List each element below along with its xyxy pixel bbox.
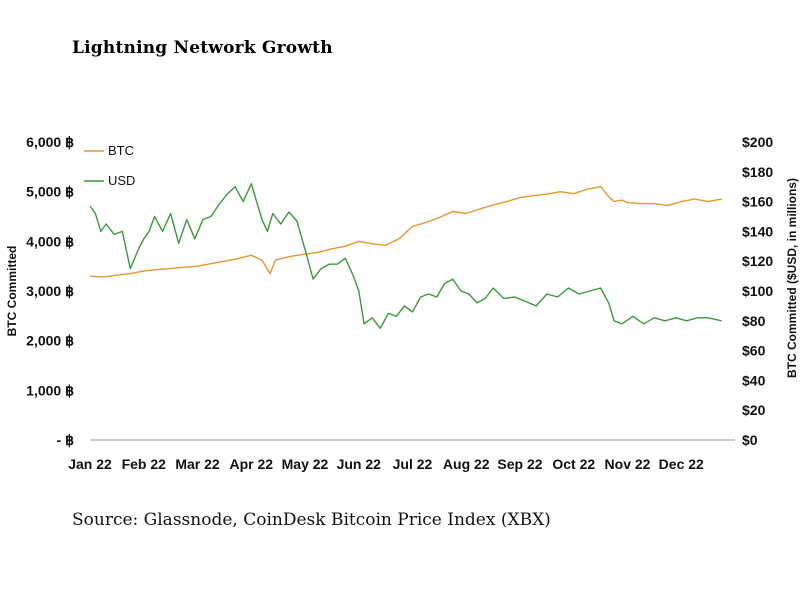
chart-title: Lightning Network Growth <box>72 38 333 58</box>
x-tick-label: Feb 22 <box>122 456 167 472</box>
y-left-tick-label: 6,000 ฿ <box>26 134 74 150</box>
y-left-tick-label: 2,000 ฿ <box>26 333 74 349</box>
x-tick-label: Sep 22 <box>497 456 542 472</box>
x-tick-label: Jun 22 <box>337 456 382 472</box>
x-tick-label: Apr 22 <box>229 456 273 472</box>
y-left-axis-label: BTC Committed <box>5 246 19 337</box>
x-tick-label: Aug 22 <box>443 456 490 472</box>
x-tick-label: Dec 22 <box>659 456 704 472</box>
x-tick-label: Jan 22 <box>68 456 112 472</box>
x-tick-label: Oct 22 <box>552 456 595 472</box>
series-line-usd <box>89 182 722 329</box>
legend-label-btc: BTC <box>108 143 134 158</box>
y-right-tick-label: $60 <box>742 343 766 359</box>
legend-label-usd: USD <box>108 173 135 188</box>
y-right-tick-label: $40 <box>742 372 766 388</box>
y-right-tick-label: $140 <box>742 223 773 239</box>
x-tick-label: May 22 <box>282 456 329 472</box>
y-left-tick-label: - ฿ <box>57 432 75 448</box>
y-right-axis-label: BTC Committed ($USD, in millions) <box>785 178 799 378</box>
legend: BTC USD <box>84 143 135 188</box>
y-left-tick-label: 5,000 ฿ <box>26 184 74 200</box>
y-right-tick-label: $160 <box>742 194 773 210</box>
y-left-tick-label: 1,000 ฿ <box>26 382 74 398</box>
x-tick-label: Jul 22 <box>393 456 433 472</box>
series-line-btc <box>89 185 722 278</box>
y-left-tick-label: 3,000 ฿ <box>26 283 74 299</box>
y-right-tick-label: $200 <box>742 134 773 150</box>
y-right-tick-label: $80 <box>742 313 766 329</box>
source-note: Source: Glassnode, CoinDesk Bitcoin Pric… <box>72 510 551 530</box>
y-left-tick-label: 4,000 ฿ <box>26 233 74 249</box>
y-right-tick-label: $180 <box>742 164 773 180</box>
y-right-tick-label: $0 <box>742 432 758 448</box>
x-tick-label: Mar 22 <box>175 456 220 472</box>
y-right-tick-label: $20 <box>742 402 766 418</box>
y-right-tick-label: $100 <box>742 283 773 299</box>
y-right-tick-label: $120 <box>742 253 773 269</box>
x-tick-label: Nov 22 <box>605 456 651 472</box>
